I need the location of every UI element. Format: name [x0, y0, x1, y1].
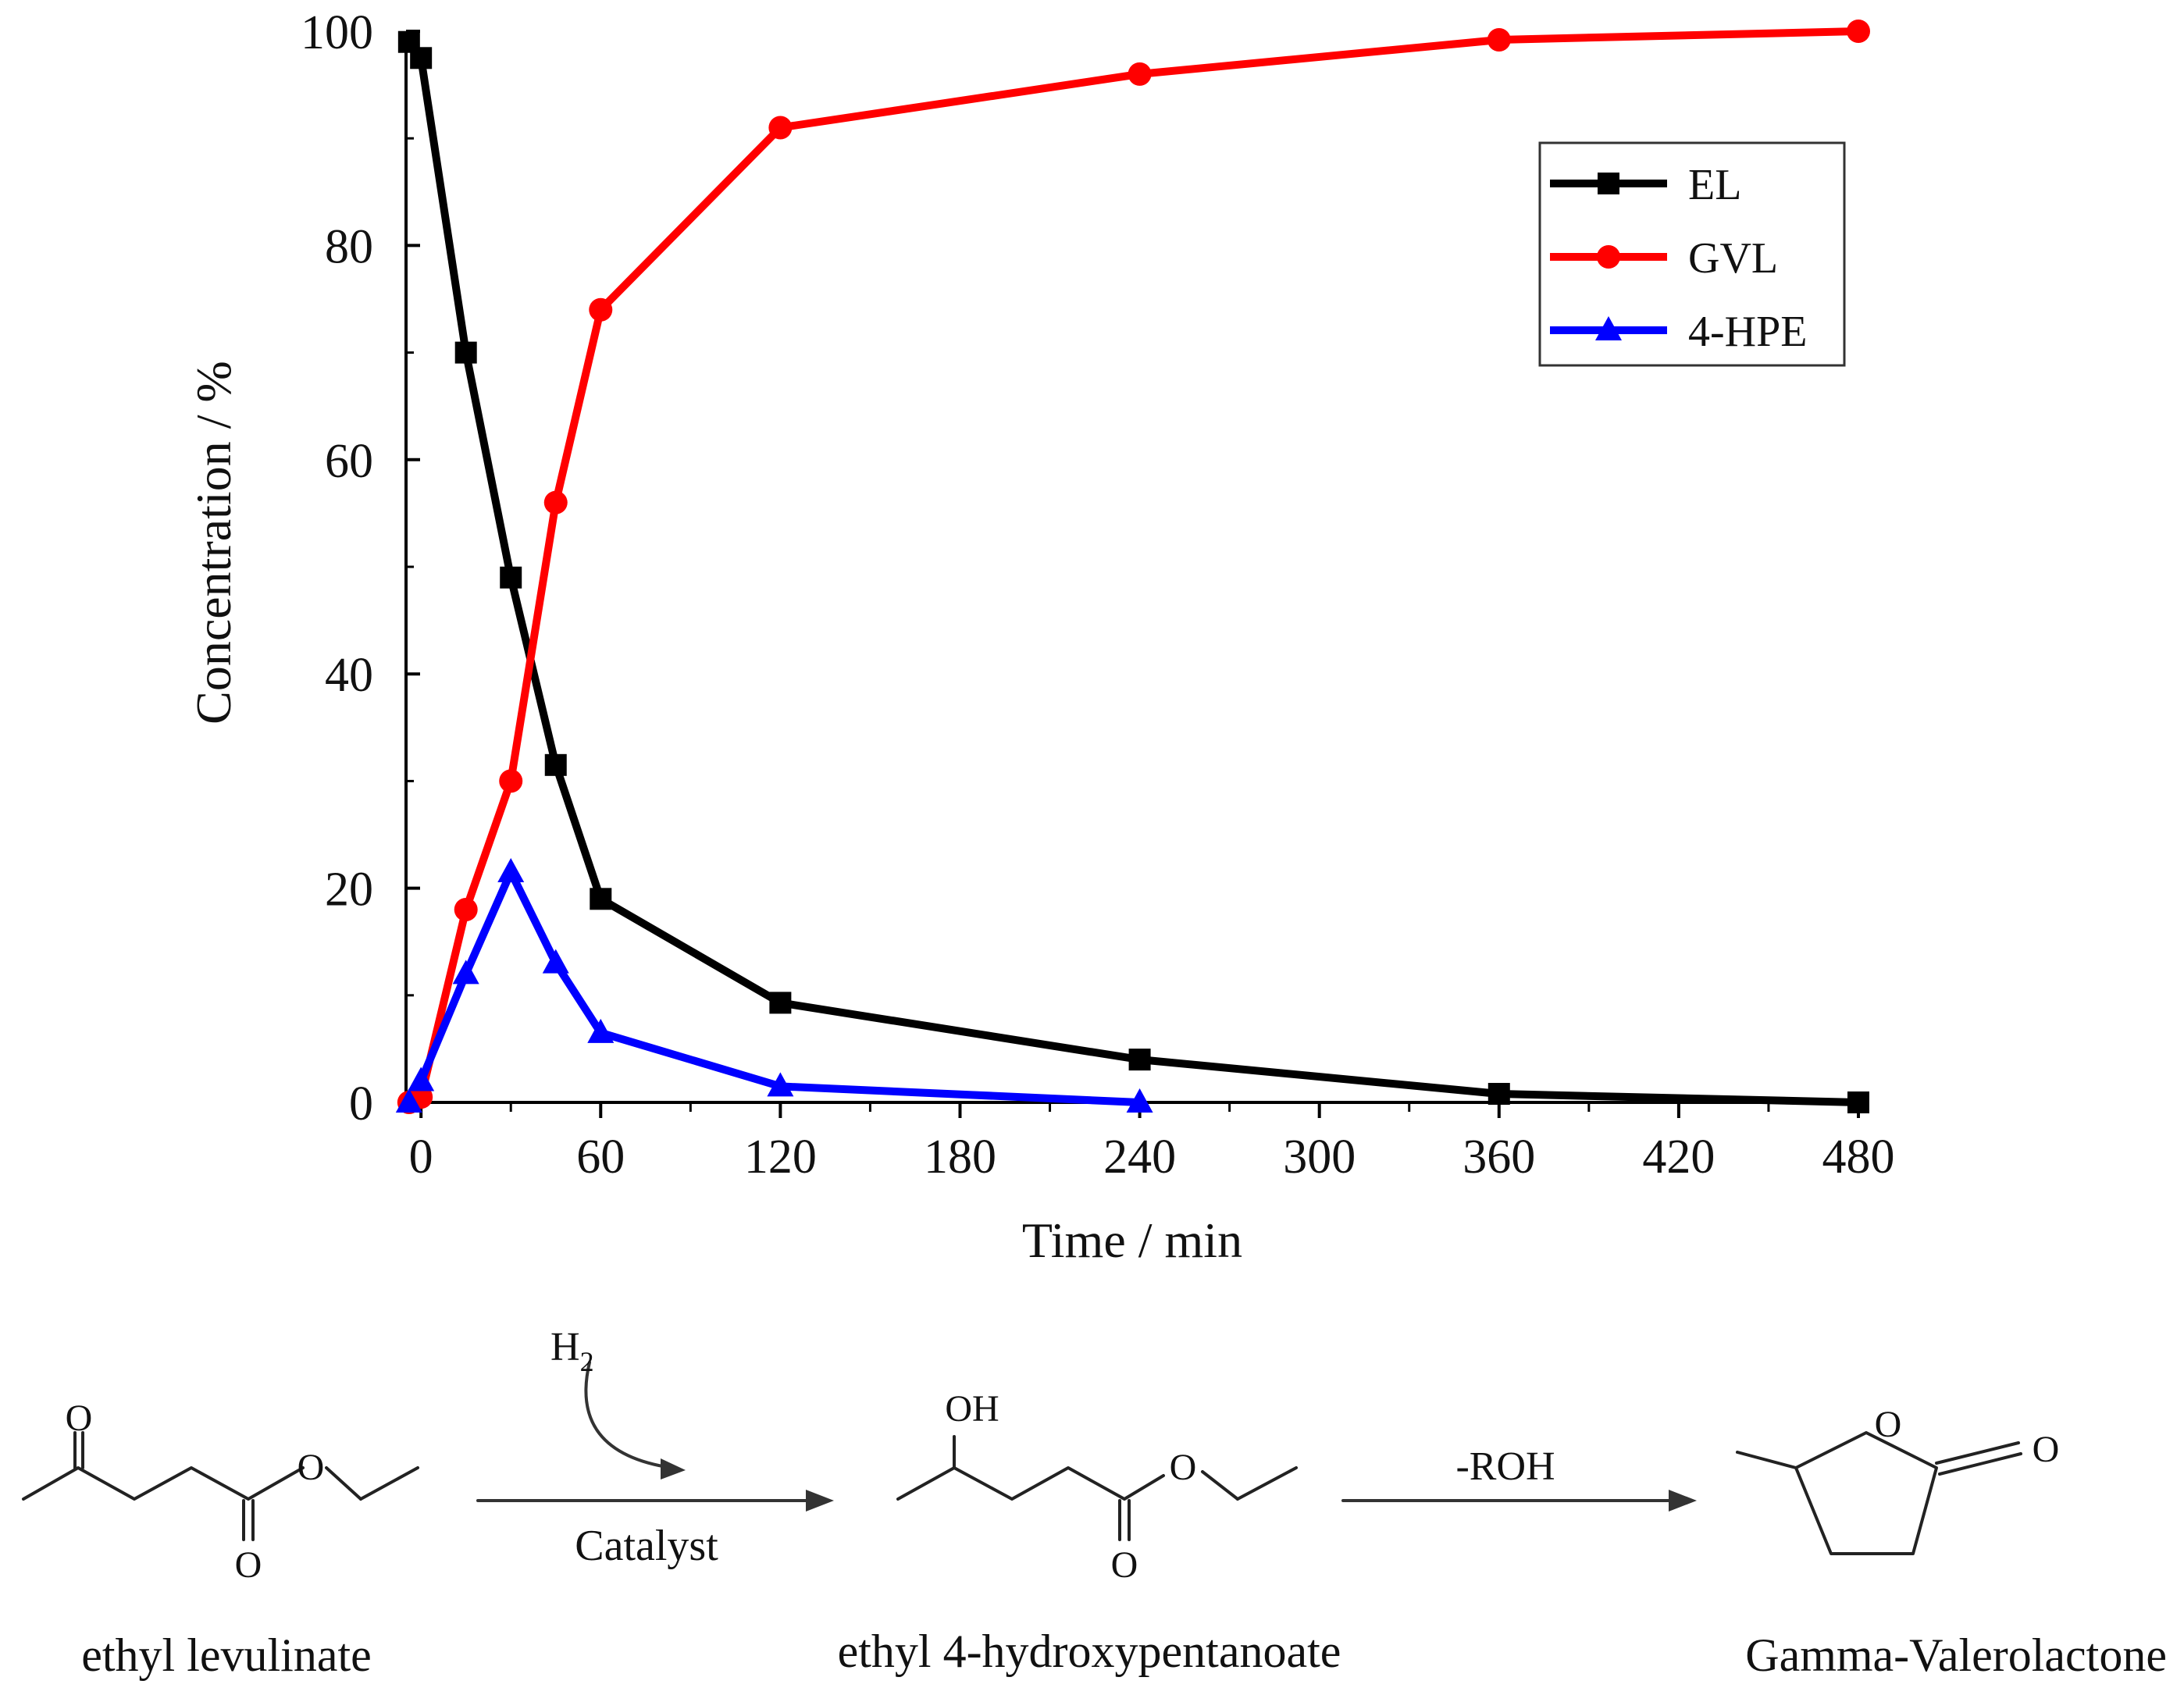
- legend-label: 4-HPE: [1688, 308, 1807, 356]
- y-tick-label: 0: [349, 1077, 373, 1131]
- hydroxyl-group: OH: [945, 1388, 999, 1430]
- chart-legend: EL GVL 4-HPE: [1538, 141, 1846, 367]
- ethyl-bond-intermediate: [1236, 1466, 1298, 1501]
- intermediate-carbonyl-oxygen: O: [1111, 1544, 1138, 1586]
- data-point: [454, 341, 477, 364]
- lactone-carbonyl-bond: [1935, 1441, 2020, 1465]
- hydroxypentanoate-skeleton: [896, 1466, 1165, 1501]
- data-point: [543, 490, 568, 515]
- data-point: [1487, 1083, 1510, 1106]
- series-markers: [395, 20, 1870, 1114]
- data-point: [587, 1018, 615, 1043]
- ethyl-4-hydroxypentanoate-structure: [896, 1435, 1298, 1541]
- lactone-carbonyl-oxygen: O: [2033, 1429, 2060, 1470]
- step1-hydrogen-reagent: H2: [550, 1325, 594, 1377]
- step2-arrowhead: [1669, 1490, 1697, 1512]
- reaction-arrows: [476, 1361, 1697, 1512]
- x-tick-label: 480: [1822, 1131, 1895, 1184]
- y-axis-label: Concentration / %: [186, 361, 241, 725]
- intermediate-ether-oxygen: O: [1170, 1447, 1197, 1488]
- scheme-text: O O O OH O O O O H2 Catalyst -ROH ethyl …: [66, 1325, 2167, 1681]
- ester-carbonyl-oxygen: O: [235, 1544, 262, 1586]
- ethyl-bond: [359, 1466, 419, 1501]
- legend-marker: [1595, 316, 1622, 340]
- legend-marker: [1597, 245, 1620, 269]
- concentration-time-chart: 0 20 40 60 80 100 0 60 120 180 240 300 360 420 480 Con…: [186, 6, 1895, 1268]
- ester-oxygen-bond-intermediate: [1201, 1470, 1239, 1501]
- step2-reagent-label: -ROH: [1455, 1444, 1555, 1489]
- ethyl-levulinate-skeleton: [22, 1466, 305, 1501]
- data-point: [1128, 1049, 1151, 1071]
- data-point: [1847, 20, 1870, 43]
- legend-label: EL: [1688, 161, 1741, 209]
- series-line: [407, 27, 1859, 1106]
- x-tick-label: 300: [1283, 1131, 1356, 1184]
- data-point: [1126, 1088, 1153, 1113]
- y-tick-label: 100: [301, 6, 373, 59]
- reaction-scheme: [22, 1361, 2022, 1555]
- data-point: [395, 1088, 422, 1113]
- data-point: [768, 116, 793, 140]
- intermediate-name-label: ethyl 4-hydroxypentanoate: [838, 1626, 1341, 1677]
- step1-arrowhead: [806, 1490, 834, 1512]
- gamma-valerolactone-structure: [1736, 1431, 2022, 1555]
- ester-oxygen-bond: [325, 1466, 362, 1501]
- x-tick-label: 180: [924, 1131, 996, 1184]
- data-point: [497, 858, 525, 883]
- data-point: [589, 297, 613, 322]
- x-tick-label: 360: [1463, 1131, 1535, 1184]
- hydrogen-subscript: 2: [580, 1346, 594, 1377]
- data-point: [408, 1066, 435, 1091]
- x-tick-label: 240: [1103, 1131, 1176, 1184]
- data-point: [500, 566, 522, 589]
- series-line: [405, 868, 1140, 1106]
- product-name-label: Gamma-Valerolactone: [1745, 1629, 2167, 1681]
- y-tick-label: 20: [325, 864, 373, 917]
- step1-catalyst-label: Catalyst: [575, 1522, 718, 1570]
- data-point: [410, 47, 433, 69]
- chart-axes: 0 20 40 60 80 100 0 60 120 180 240 300 360 420 480: [301, 6, 1895, 1184]
- data-point: [1847, 1091, 1869, 1113]
- lactone-carbonyl-bond-2: [1938, 1452, 2022, 1476]
- legend-label: GVL: [1688, 234, 1778, 283]
- legend-marker: [1598, 173, 1619, 194]
- ketone-oxygen: O: [66, 1398, 93, 1439]
- data-point: [767, 1072, 794, 1097]
- data-point: [1128, 62, 1152, 86]
- series-line: [405, 39, 1859, 1106]
- data-point: [452, 960, 479, 985]
- y-tick-label: 80: [325, 220, 373, 273]
- data-point: [590, 888, 612, 910]
- ester-ether-oxygen: O: [297, 1447, 325, 1488]
- data-point: [454, 898, 478, 922]
- data-point: [769, 992, 792, 1014]
- x-tick-label: 120: [744, 1131, 817, 1184]
- y-tick-label: 40: [325, 649, 373, 702]
- hydrogen-symbol: H: [550, 1325, 580, 1369]
- data-point: [499, 769, 523, 793]
- data-point: [542, 949, 569, 974]
- data-point: [544, 753, 567, 776]
- data-point: [1487, 27, 1511, 52]
- methyl-bond: [1736, 1451, 1797, 1469]
- lactone-ring-oxygen: O: [1875, 1404, 1902, 1445]
- series-lines: [405, 27, 1859, 1106]
- x-tick-label: 0: [409, 1131, 433, 1184]
- hydrogen-arrowhead: [661, 1458, 686, 1480]
- lactone-ring: [1794, 1431, 1938, 1555]
- x-axis-label: Time / min: [1022, 1212, 1242, 1268]
- hydrogen-curved-arrow: [584, 1361, 673, 1469]
- x-tick-label: 420: [1642, 1131, 1715, 1184]
- ethyl-levulinate-structure: [22, 1431, 419, 1541]
- y-tick-label: 60: [325, 435, 373, 488]
- reactant-name-label: ethyl levulinate: [81, 1629, 372, 1681]
- x-tick-label: 60: [576, 1131, 625, 1184]
